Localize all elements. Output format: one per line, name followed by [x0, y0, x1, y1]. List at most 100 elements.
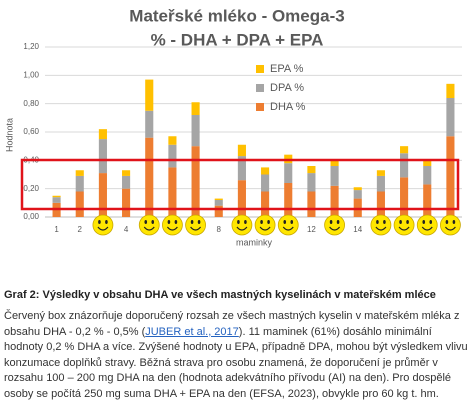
smiley-mouth	[190, 226, 202, 231]
x-tick-label: 8	[217, 225, 222, 234]
smiley-face	[277, 214, 299, 236]
smiley-eye	[105, 220, 108, 224]
bar-segment	[98, 129, 107, 140]
y-tick-label: 0,80	[23, 99, 39, 108]
bar-segment	[307, 173, 316, 192]
smiley	[138, 214, 160, 236]
text: ). 11 maminek (61%) dosáhlo minimální ho…	[4, 325, 468, 400]
bar-segment	[307, 191, 316, 217]
smiley-eye	[445, 220, 449, 224]
caption: Graf 2: Výsledky v obsahu DHA ve všech m…	[4, 289, 436, 301]
citation-link[interactable]: JUBER et al., 2017	[145, 325, 239, 338]
bar-segment	[52, 197, 61, 203]
bar-segment	[98, 173, 107, 217]
bar-segment	[376, 191, 385, 217]
bar-segment	[353, 187, 362, 191]
smiley-eye	[452, 220, 456, 224]
smiley-eye	[422, 220, 426, 224]
smiley-face	[231, 214, 253, 236]
bar-segment	[75, 175, 84, 192]
bar-segment	[284, 163, 293, 183]
smiley	[185, 214, 206, 236]
smiley-eye	[329, 220, 333, 224]
smiley-mouth	[375, 226, 387, 231]
smiley	[231, 214, 253, 236]
text: Červený box znázorňuje doporučený rozsah…	[4, 310, 460, 338]
bar-segment	[122, 175, 131, 189]
bar-segment	[214, 205, 223, 217]
smiley-face	[324, 214, 345, 236]
bar-segment	[330, 166, 339, 186]
bar-segment	[214, 198, 223, 200]
bar-segment	[191, 146, 200, 217]
smiley-mouth	[97, 226, 109, 231]
smiley-mouth	[329, 226, 341, 231]
smiley-mouth	[421, 226, 433, 231]
smiley-eye	[144, 220, 148, 224]
smiley-mouth	[166, 226, 178, 231]
smiley-eye	[383, 220, 386, 224]
smiley	[440, 214, 461, 236]
smiley-eye	[406, 220, 409, 224]
bar-segment	[191, 102, 200, 115]
bar-segment	[307, 166, 316, 174]
smiley-eye	[260, 220, 263, 224]
legend-label: DPA %	[270, 82, 304, 94]
smiley	[370, 214, 392, 236]
bar-segment	[423, 160, 432, 166]
smiley-face	[393, 214, 415, 236]
x-tick-label: 14	[353, 225, 362, 234]
smiley-eye	[429, 220, 433, 224]
smiley	[393, 214, 415, 236]
smiley-eye	[267, 220, 270, 224]
smiley-eye	[399, 220, 402, 224]
smiley-mouth	[236, 226, 248, 231]
chart-subtitle: % - DHA + DPA + EPA	[151, 30, 324, 49]
bar-segment	[168, 167, 177, 217]
bar-segment	[75, 170, 84, 176]
smiley-face	[185, 214, 206, 236]
smiley-eye	[98, 220, 101, 224]
y-tick-label: 1,20	[23, 42, 39, 51]
bar-segment	[237, 144, 246, 157]
range-box	[20, 158, 460, 211]
smiley-eye	[336, 220, 340, 224]
legend-label: EPA %	[270, 63, 304, 75]
smiley-mouth	[143, 226, 155, 231]
smiley-face	[254, 214, 276, 236]
bar-segment	[98, 139, 107, 174]
bar-segment	[191, 115, 200, 147]
bar-segment	[145, 110, 154, 138]
smiley	[277, 214, 299, 236]
smiley-mouth	[282, 226, 294, 231]
x-tick-label: 12	[307, 225, 316, 234]
smiley-face	[138, 214, 160, 236]
bar-segment	[330, 185, 339, 217]
x-tick-label: 1	[54, 225, 59, 234]
smiley	[92, 214, 114, 236]
x-tick-label: 2	[78, 225, 83, 234]
smiley-eye	[290, 220, 294, 224]
bar-segment	[446, 83, 455, 98]
smiley-face	[416, 214, 438, 236]
chart: Mateřské mléko - Omega-3 % - DHA + DPA +…	[4, 6, 462, 247]
smiley-face	[440, 214, 461, 236]
bar-segment	[446, 98, 455, 137]
smiley-eye	[174, 220, 178, 224]
y-tick-label: 1,00	[23, 70, 39, 79]
bar-segment	[423, 166, 432, 185]
bar-segment	[122, 188, 131, 217]
bar-segment	[214, 200, 223, 206]
body-text: Červený box znázorňuje doporučený rozsah…	[4, 309, 470, 403]
smiley-face	[92, 214, 114, 236]
legend-swatch	[256, 84, 264, 92]
bar-segment	[52, 195, 61, 198]
bar-segment	[261, 174, 270, 192]
bar-segment	[261, 191, 270, 217]
smiley	[324, 214, 345, 236]
y-tick-label: 0,00	[23, 212, 39, 221]
smiley-eye	[237, 220, 240, 224]
bar-segment	[400, 153, 409, 178]
chart-title: Mateřské mléko - Omega-3	[129, 6, 344, 25]
